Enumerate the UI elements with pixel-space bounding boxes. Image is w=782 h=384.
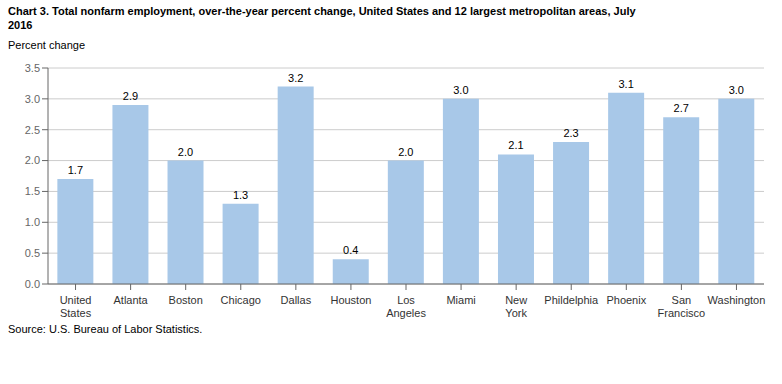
svg-text:2.0: 2.0 — [25, 154, 40, 166]
svg-text:Atlanta: Atlanta — [113, 294, 148, 306]
svg-text:2.9: 2.9 — [123, 90, 138, 102]
svg-text:2.7: 2.7 — [674, 102, 689, 114]
svg-text:Phildelphia: Phildelphia — [544, 294, 599, 306]
svg-text:3.0: 3.0 — [453, 84, 468, 96]
svg-text:2.0: 2.0 — [398, 146, 413, 158]
svg-text:2.0: 2.0 — [178, 146, 193, 158]
svg-text:1.7: 1.7 — [68, 164, 83, 176]
svg-text:0.0: 0.0 — [25, 278, 40, 290]
svg-text:1.0: 1.0 — [25, 216, 40, 228]
svg-text:NewYork: NewYork — [505, 294, 527, 319]
svg-text:Dallas: Dallas — [281, 294, 312, 306]
svg-text:Washington: Washington — [708, 294, 766, 306]
svg-text:1.3: 1.3 — [233, 189, 248, 201]
svg-text:Boston: Boston — [169, 294, 203, 306]
svg-text:0.4: 0.4 — [343, 244, 358, 256]
svg-text:3.0: 3.0 — [729, 84, 744, 96]
svg-text:Miami: Miami — [446, 294, 475, 306]
svg-text:3.2: 3.2 — [288, 72, 303, 84]
svg-text:Chicago: Chicago — [221, 294, 261, 306]
svg-text:2.3: 2.3 — [563, 127, 578, 139]
svg-text:UnitedStates: UnitedStates — [60, 294, 92, 319]
svg-text:0.5: 0.5 — [25, 247, 40, 259]
html-text:2016: 2016 — [8, 19, 33, 31]
html-text:Chart 3. Total nonfarm employm: Chart 3. Total nonfarm employment, over-… — [8, 5, 636, 17]
svg-text:2.5: 2.5 — [25, 124, 40, 136]
svg-text:2.1: 2.1 — [508, 139, 523, 151]
svg-text:1.5: 1.5 — [25, 185, 40, 197]
html-text:Source: U.S. Bureau of Labor S: Source: U.S. Bureau of Labor Statistics. — [8, 323, 203, 335]
svg-text:LosAngeles: LosAngeles — [386, 294, 426, 319]
svg-text:3.0: 3.0 — [25, 93, 40, 105]
svg-text:Houston: Houston — [330, 294, 371, 306]
svg-text:3.5: 3.5 — [25, 62, 40, 74]
svg-text:SanFrancisco: SanFrancisco — [658, 294, 706, 319]
html-text:Percent change: Percent change — [8, 39, 86, 51]
svg-text:3.1: 3.1 — [618, 78, 633, 90]
svg-text:Phoenix: Phoenix — [606, 294, 646, 306]
